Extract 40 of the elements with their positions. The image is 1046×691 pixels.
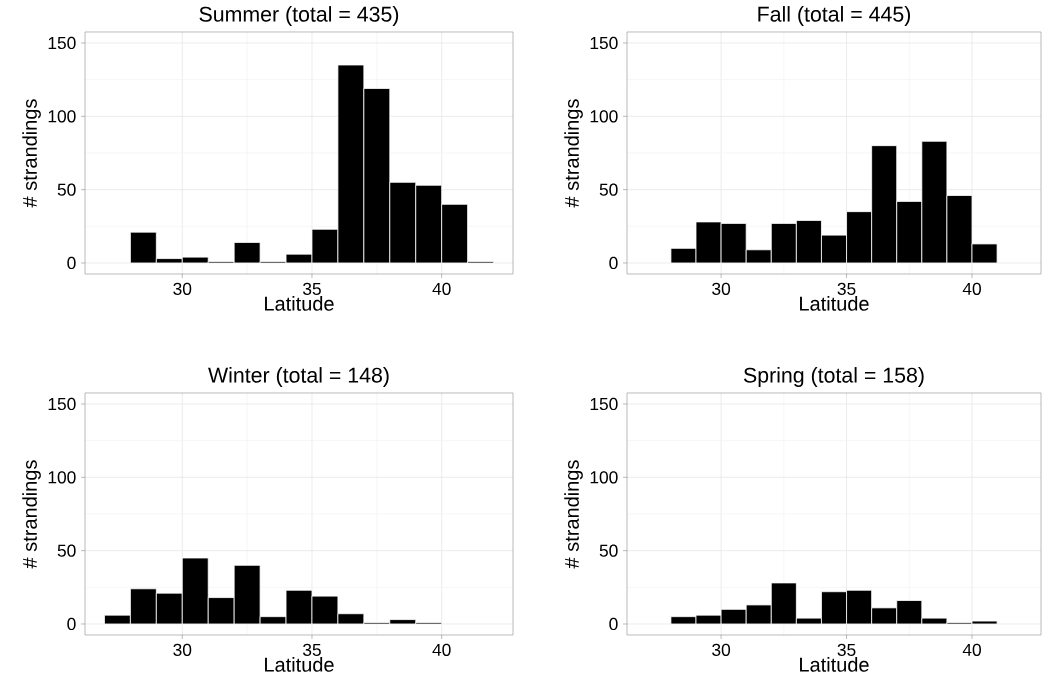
y-tick-label: 0 [67, 256, 76, 270]
y-tick-label: 150 [590, 397, 618, 411]
x-axis-title: Latitude [800, 296, 869, 311]
x-tick-label: 30 [712, 643, 731, 656]
y-tick-label: 50 [599, 544, 618, 557]
x-tick-label: 30 [712, 282, 731, 295]
x-tick-label: 35 [303, 282, 321, 295]
x-axis-title: Latitude [265, 657, 334, 672]
y-tick-label: 0 [609, 617, 618, 631]
y-tick-label: 150 [48, 36, 76, 50]
y-tick-label: 50 [599, 183, 618, 196]
x-tick-label: 30 [173, 282, 192, 295]
x-axis-title: Latitude [265, 296, 334, 311]
x-tick-label: 40 [432, 643, 451, 656]
y-axis-title: # strandings [22, 99, 41, 208]
y-tick-label: 150 [48, 397, 76, 411]
y-tick-label: 50 [57, 183, 76, 196]
y-tick-label: 100 [48, 110, 76, 123]
y-tick-label: 0 [609, 256, 618, 270]
chart-title: Winter (total = 148) [208, 367, 389, 387]
chart-title: Summer (total = 435) [199, 6, 399, 26]
x-tick-label: 40 [962, 643, 981, 656]
y-axis-title: # strandings [564, 99, 583, 208]
x-tick-label: 30 [173, 643, 192, 656]
x-tick-label: 35 [303, 643, 321, 656]
x-tick-label: 40 [432, 282, 451, 295]
x-tick-label: 40 [962, 282, 981, 295]
y-axis-title: # strandings [564, 460, 583, 569]
x-axis-title: Latitude [800, 657, 869, 672]
y-tick-label: 100 [590, 471, 618, 484]
chart-title: Fall (total = 445) [758, 6, 911, 26]
y-axis-title: # strandings [22, 460, 41, 569]
y-tick-label: 100 [590, 110, 618, 123]
y-tick-label: 0 [67, 617, 76, 631]
y-tick-label: 100 [48, 471, 76, 484]
y-tick-label: 150 [590, 36, 618, 50]
y-tick-label: 50 [57, 544, 76, 557]
x-tick-label: 35 [837, 282, 856, 295]
chart-title: Spring (total = 158) [743, 367, 924, 387]
x-tick-label: 35 [837, 643, 856, 656]
